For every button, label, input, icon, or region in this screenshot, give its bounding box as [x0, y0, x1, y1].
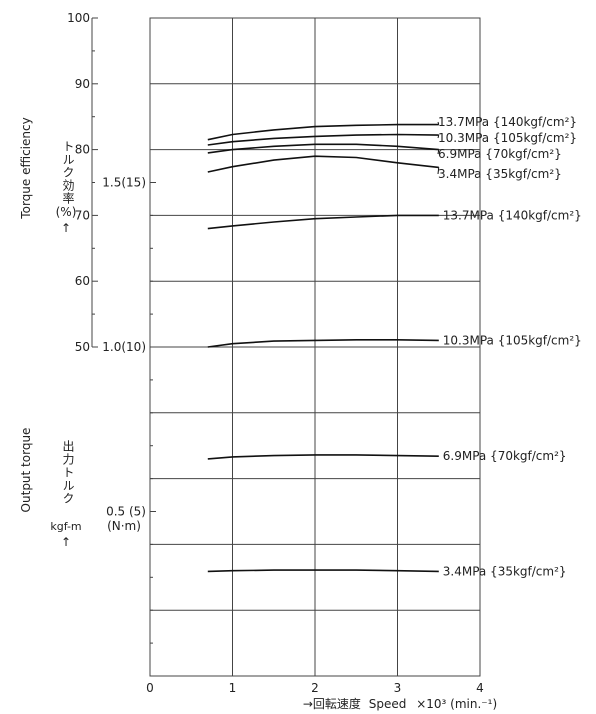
efficiency-series-line	[207, 143, 439, 154]
torque-axis-label: Output torque	[19, 428, 33, 513]
efficiency-tick-label: 50	[75, 340, 90, 354]
efficiency-label-leader	[437, 167, 440, 175]
efficiency-tick-label: 80	[75, 143, 90, 157]
x-axis-label: →回転速度 Speed ×10³ (min.⁻¹)	[303, 696, 497, 711]
efficiency-series-label: 3.4MPa {35kgf/cm²}	[438, 167, 562, 181]
torque-series-line	[207, 339, 439, 348]
efficiency-series-label: 13.7MPa {140kgf/cm²}	[438, 115, 577, 129]
efficiency-series-label: 6.9MPa {70kgf/cm²}	[438, 147, 562, 161]
torque-axis-unit: kgf-m	[50, 520, 81, 533]
efficiency-axis-unit: (%)	[56, 205, 77, 219]
efficiency-series-line	[207, 155, 439, 173]
efficiency-tick-label: 90	[75, 77, 90, 91]
efficiency-axis-label-jp: トルク効率	[61, 140, 75, 205]
torque-series-line	[207, 454, 439, 460]
x-tick-label: 2	[311, 681, 319, 695]
x-axis-label-jp: →回転速度	[303, 696, 361, 711]
torque-series-line	[207, 569, 439, 573]
torque-series-label: 6.9MPa {70kgf/cm²}	[443, 449, 567, 463]
torque-axis-unit-nm: (N·m)	[107, 519, 141, 533]
torque-tick-label: 0.5 (5)	[106, 505, 146, 519]
torque-series-label: 10.3MPa {105kgf/cm²}	[443, 333, 582, 347]
torque-axis-label-jp: 出力トルク	[61, 440, 75, 505]
torque-series-line	[207, 214, 439, 230]
efficiency-axis-label: Torque efficiency	[19, 117, 33, 219]
x-tick-label: 1	[229, 681, 237, 695]
efficiency-label-leader	[437, 121, 440, 125]
efficiency-tick-label: 100	[67, 11, 90, 25]
x-axis-label-unit: ×10³ (min.⁻¹)	[416, 697, 497, 711]
torque-tick-label: 1.0(10)	[102, 340, 146, 354]
left-axes: 50 60 70 80 90 100 1.5(15) 1.0(10) 0.5 (5)	[67, 11, 156, 644]
x-axis-label-en: Speed	[369, 697, 407, 711]
torque-series-label: 13.7MPa {140kgf/cm²}	[443, 208, 582, 222]
x-tick-label: 0	[146, 681, 154, 695]
efficiency-axis-arrow: ↑	[61, 221, 71, 235]
efficiency-tick-label: 70	[75, 208, 90, 222]
torque-axis-arrow: ↑	[61, 535, 71, 549]
efficiency-series-line	[207, 123, 439, 141]
efficiency-label-leader	[437, 134, 440, 139]
efficiency-label-leader	[437, 149, 440, 155]
x-tick-label: 3	[394, 681, 402, 695]
efficiency-series-label: 10.3MPa {105kgf/cm²}	[438, 131, 577, 145]
efficiency-series-line	[207, 133, 439, 146]
series-layer: 13.7MPa {140kgf/cm²} 10.3MPa {105kgf/cm²}…	[207, 115, 582, 578]
efficiency-tick-label: 60	[75, 274, 90, 288]
torque-series-label: 3.4MPa {35kgf/cm²}	[443, 564, 567, 578]
x-tick-label: 4	[476, 681, 484, 695]
torque-tick-label: 1.5(15)	[102, 176, 146, 190]
